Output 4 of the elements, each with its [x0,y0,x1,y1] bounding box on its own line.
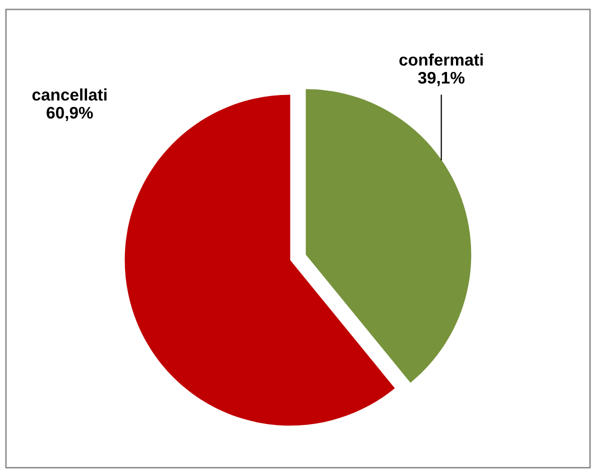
slice-label: cancellati [32,88,106,101]
data-label: 60,9% [46,106,93,122]
data-label: 39,1% [418,72,465,86]
slice-label: confermati [399,53,483,66]
